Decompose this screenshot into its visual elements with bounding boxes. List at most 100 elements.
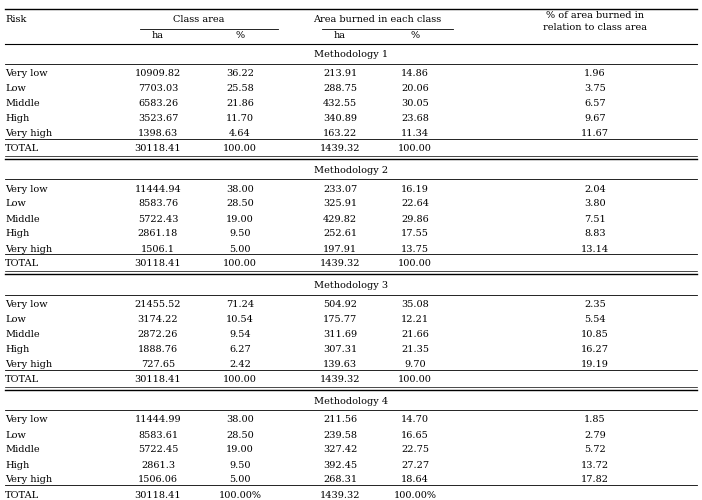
Text: 21455.52: 21455.52 <box>135 300 181 309</box>
Text: 2.35: 2.35 <box>584 300 606 309</box>
Text: 2861.3: 2861.3 <box>141 460 175 469</box>
Text: 19.19: 19.19 <box>581 360 609 369</box>
Text: Middle: Middle <box>5 99 39 108</box>
Text: 13.72: 13.72 <box>581 460 609 469</box>
Text: Methodology 1: Methodology 1 <box>314 50 388 59</box>
Text: 163.22: 163.22 <box>323 129 357 138</box>
Text: relation to class area: relation to class area <box>543 23 647 32</box>
Text: 14.86: 14.86 <box>401 69 429 78</box>
Text: 30118.41: 30118.41 <box>135 375 181 384</box>
Text: Middle: Middle <box>5 446 39 454</box>
Text: High: High <box>5 230 29 238</box>
Text: 9.50: 9.50 <box>230 230 251 238</box>
Text: Middle: Middle <box>5 214 39 224</box>
Text: 2861.18: 2861.18 <box>138 230 178 238</box>
Text: Very high: Very high <box>5 244 52 254</box>
Text: 25.58: 25.58 <box>226 84 254 93</box>
Text: Risk: Risk <box>5 15 27 24</box>
Text: Very high: Very high <box>5 129 52 138</box>
Text: 139.63: 139.63 <box>323 360 357 369</box>
Text: 100.00: 100.00 <box>223 375 257 384</box>
Text: 11.34: 11.34 <box>401 129 429 138</box>
Text: 100.00: 100.00 <box>398 375 432 384</box>
Text: 7.51: 7.51 <box>584 214 606 224</box>
Text: 5.00: 5.00 <box>230 244 251 254</box>
Text: 100.00%: 100.00% <box>218 490 262 500</box>
Text: 10.54: 10.54 <box>226 315 254 324</box>
Text: 28.50: 28.50 <box>226 200 254 208</box>
Text: 6.27: 6.27 <box>229 345 251 354</box>
Text: 727.65: 727.65 <box>141 360 175 369</box>
Text: 4.64: 4.64 <box>229 129 251 138</box>
Text: 23.68: 23.68 <box>401 114 429 123</box>
Text: 19.00: 19.00 <box>226 214 254 224</box>
Text: 11444.94: 11444.94 <box>135 184 181 194</box>
Text: 1439.32: 1439.32 <box>319 375 360 384</box>
Text: 288.75: 288.75 <box>323 84 357 93</box>
Text: 1506.1: 1506.1 <box>141 244 175 254</box>
Text: 252.61: 252.61 <box>323 230 357 238</box>
Text: 5722.45: 5722.45 <box>138 446 178 454</box>
Text: 21.86: 21.86 <box>226 99 254 108</box>
Text: 504.92: 504.92 <box>323 300 357 309</box>
Text: 10909.82: 10909.82 <box>135 69 181 78</box>
Text: 1398.63: 1398.63 <box>138 129 178 138</box>
Text: 16.19: 16.19 <box>401 184 429 194</box>
Text: 6583.26: 6583.26 <box>138 99 178 108</box>
Text: 11.67: 11.67 <box>581 129 609 138</box>
Text: 3523.67: 3523.67 <box>138 114 178 123</box>
Text: 30118.41: 30118.41 <box>135 144 181 153</box>
Text: TOTAL: TOTAL <box>5 260 39 268</box>
Text: 3.75: 3.75 <box>584 84 606 93</box>
Text: Class area: Class area <box>173 15 225 24</box>
Text: 2.04: 2.04 <box>584 184 606 194</box>
Text: 21.35: 21.35 <box>401 345 429 354</box>
Text: 1439.32: 1439.32 <box>319 144 360 153</box>
Text: 30118.41: 30118.41 <box>135 260 181 268</box>
Text: TOTAL: TOTAL <box>5 375 39 384</box>
Text: 3174.22: 3174.22 <box>138 315 178 324</box>
Text: %: % <box>411 31 420 40</box>
Text: 233.07: 233.07 <box>323 184 357 194</box>
Text: %: % <box>235 31 244 40</box>
Text: Methodology 2: Methodology 2 <box>314 166 388 175</box>
Text: 71.24: 71.24 <box>226 300 254 309</box>
Text: 2.42: 2.42 <box>229 360 251 369</box>
Text: 340.89: 340.89 <box>323 114 357 123</box>
Text: 9.70: 9.70 <box>404 360 426 369</box>
Text: Methodology 4: Methodology 4 <box>314 397 388 406</box>
Text: 100.00: 100.00 <box>398 144 432 153</box>
Text: ha: ha <box>334 31 346 40</box>
Text: 18.64: 18.64 <box>401 476 429 484</box>
Text: 1.96: 1.96 <box>584 69 606 78</box>
Text: 9.50: 9.50 <box>230 460 251 469</box>
Text: 100.00%: 100.00% <box>394 490 437 500</box>
Text: 5.00: 5.00 <box>230 476 251 484</box>
Text: High: High <box>5 460 29 469</box>
Text: Very low: Very low <box>5 69 48 78</box>
Text: 6.57: 6.57 <box>584 99 606 108</box>
Text: 20.06: 20.06 <box>401 84 429 93</box>
Text: Low: Low <box>5 315 26 324</box>
Text: 5.72: 5.72 <box>584 446 606 454</box>
Text: 1439.32: 1439.32 <box>319 490 360 500</box>
Text: 311.69: 311.69 <box>323 330 357 339</box>
Text: 13.75: 13.75 <box>401 244 429 254</box>
Text: 7703.03: 7703.03 <box>138 84 178 93</box>
Text: 1506.06: 1506.06 <box>138 476 178 484</box>
Text: 9.54: 9.54 <box>229 330 251 339</box>
Text: 1888.76: 1888.76 <box>138 345 178 354</box>
Text: TOTAL: TOTAL <box>5 144 39 153</box>
Text: 429.82: 429.82 <box>323 214 357 224</box>
Text: High: High <box>5 345 29 354</box>
Text: 2872.26: 2872.26 <box>138 330 178 339</box>
Text: High: High <box>5 114 29 123</box>
Text: 100.00: 100.00 <box>223 260 257 268</box>
Text: Middle: Middle <box>5 330 39 339</box>
Text: 27.27: 27.27 <box>401 460 429 469</box>
Text: Low: Low <box>5 84 26 93</box>
Text: 100.00: 100.00 <box>398 260 432 268</box>
Text: Very low: Very low <box>5 300 48 309</box>
Text: Very high: Very high <box>5 360 52 369</box>
Text: 5.54: 5.54 <box>584 315 606 324</box>
